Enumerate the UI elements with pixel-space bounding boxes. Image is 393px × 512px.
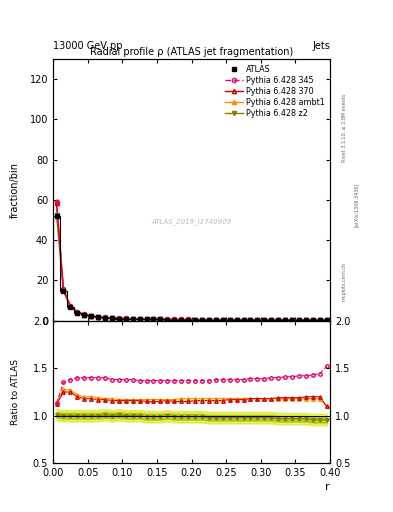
Title: Radial profile ρ (ATLAS jet fragmentation): Radial profile ρ (ATLAS jet fragmentatio… bbox=[90, 47, 293, 57]
Y-axis label: fraction/bin: fraction/bin bbox=[10, 162, 20, 218]
Text: Jets: Jets bbox=[312, 41, 330, 51]
Text: 13000 GeV pp: 13000 GeV pp bbox=[53, 41, 123, 51]
Legend: ATLAS, Pythia 6.428 345, Pythia 6.428 370, Pythia 6.428 ambt1, Pythia 6.428 z2: ATLAS, Pythia 6.428 345, Pythia 6.428 37… bbox=[223, 63, 326, 119]
Text: mcplots.cern.ch: mcplots.cern.ch bbox=[342, 262, 347, 301]
X-axis label: r: r bbox=[325, 482, 330, 492]
Text: Rivet 3.1.10, ≥ 2.8M events: Rivet 3.1.10, ≥ 2.8M events bbox=[342, 94, 347, 162]
Text: ATLAS_2019_I1740909: ATLAS_2019_I1740909 bbox=[151, 218, 232, 225]
Y-axis label: Ratio to ATLAS: Ratio to ATLAS bbox=[11, 359, 20, 425]
Text: [arXiv:1306.3436]: [arXiv:1306.3436] bbox=[354, 183, 359, 227]
